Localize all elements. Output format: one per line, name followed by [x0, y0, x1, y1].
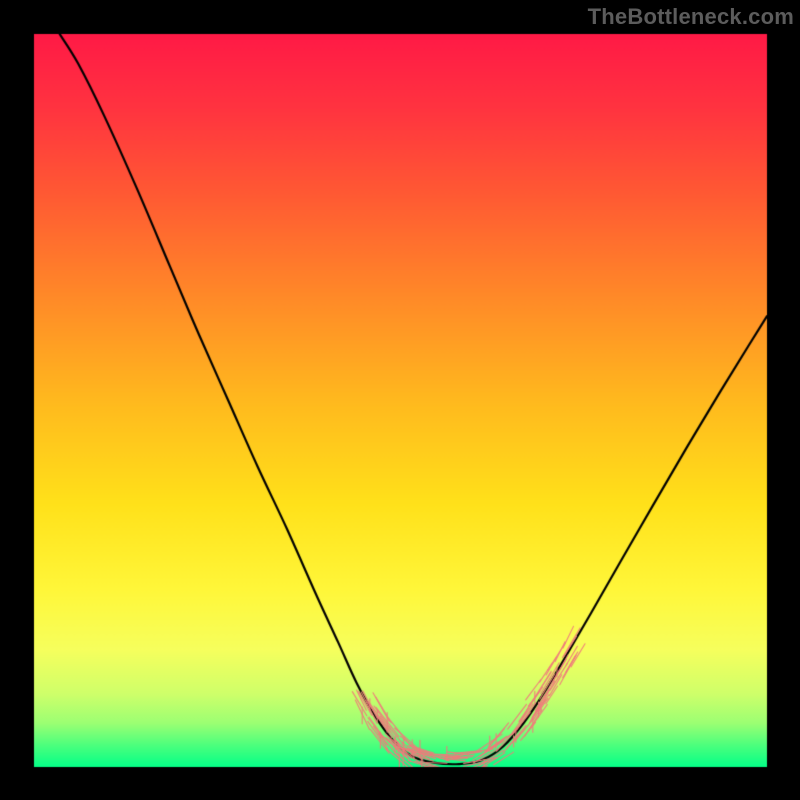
watermark-label: TheBottleneck.com: [588, 4, 794, 30]
bottleneck-curve-chart: [0, 0, 800, 800]
chart-stage: TheBottleneck.com: [0, 0, 800, 800]
